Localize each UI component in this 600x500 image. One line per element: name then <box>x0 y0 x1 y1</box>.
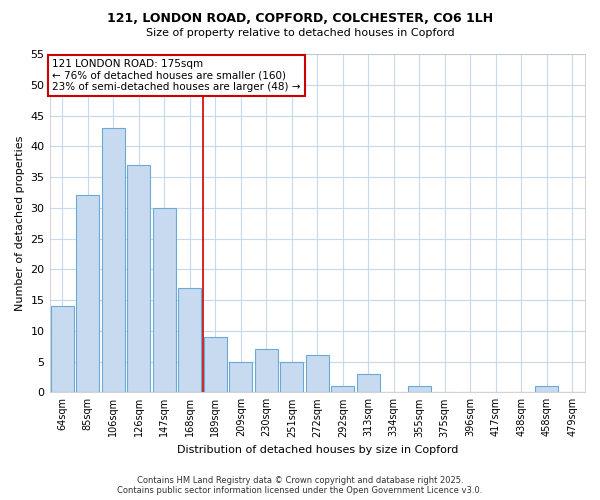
Bar <box>306 356 329 393</box>
Bar <box>127 164 150 392</box>
Bar <box>76 196 99 392</box>
Bar <box>204 337 227 392</box>
Y-axis label: Number of detached properties: Number of detached properties <box>15 136 25 311</box>
Bar <box>153 208 176 392</box>
Text: 121 LONDON ROAD: 175sqm
← 76% of detached houses are smaller (160)
23% of semi-d: 121 LONDON ROAD: 175sqm ← 76% of detache… <box>52 59 301 92</box>
Text: 121, LONDON ROAD, COPFORD, COLCHESTER, CO6 1LH: 121, LONDON ROAD, COPFORD, COLCHESTER, C… <box>107 12 493 26</box>
Bar <box>357 374 380 392</box>
Bar <box>51 306 74 392</box>
Bar <box>178 288 201 393</box>
Bar <box>408 386 431 392</box>
Bar <box>535 386 558 392</box>
Text: Size of property relative to detached houses in Copford: Size of property relative to detached ho… <box>146 28 454 38</box>
Bar <box>255 349 278 393</box>
Bar <box>229 362 252 392</box>
Bar <box>331 386 354 392</box>
X-axis label: Distribution of detached houses by size in Copford: Distribution of detached houses by size … <box>176 445 458 455</box>
Bar <box>102 128 125 392</box>
Text: Contains HM Land Registry data © Crown copyright and database right 2025.
Contai: Contains HM Land Registry data © Crown c… <box>118 476 482 495</box>
Bar <box>280 362 303 392</box>
